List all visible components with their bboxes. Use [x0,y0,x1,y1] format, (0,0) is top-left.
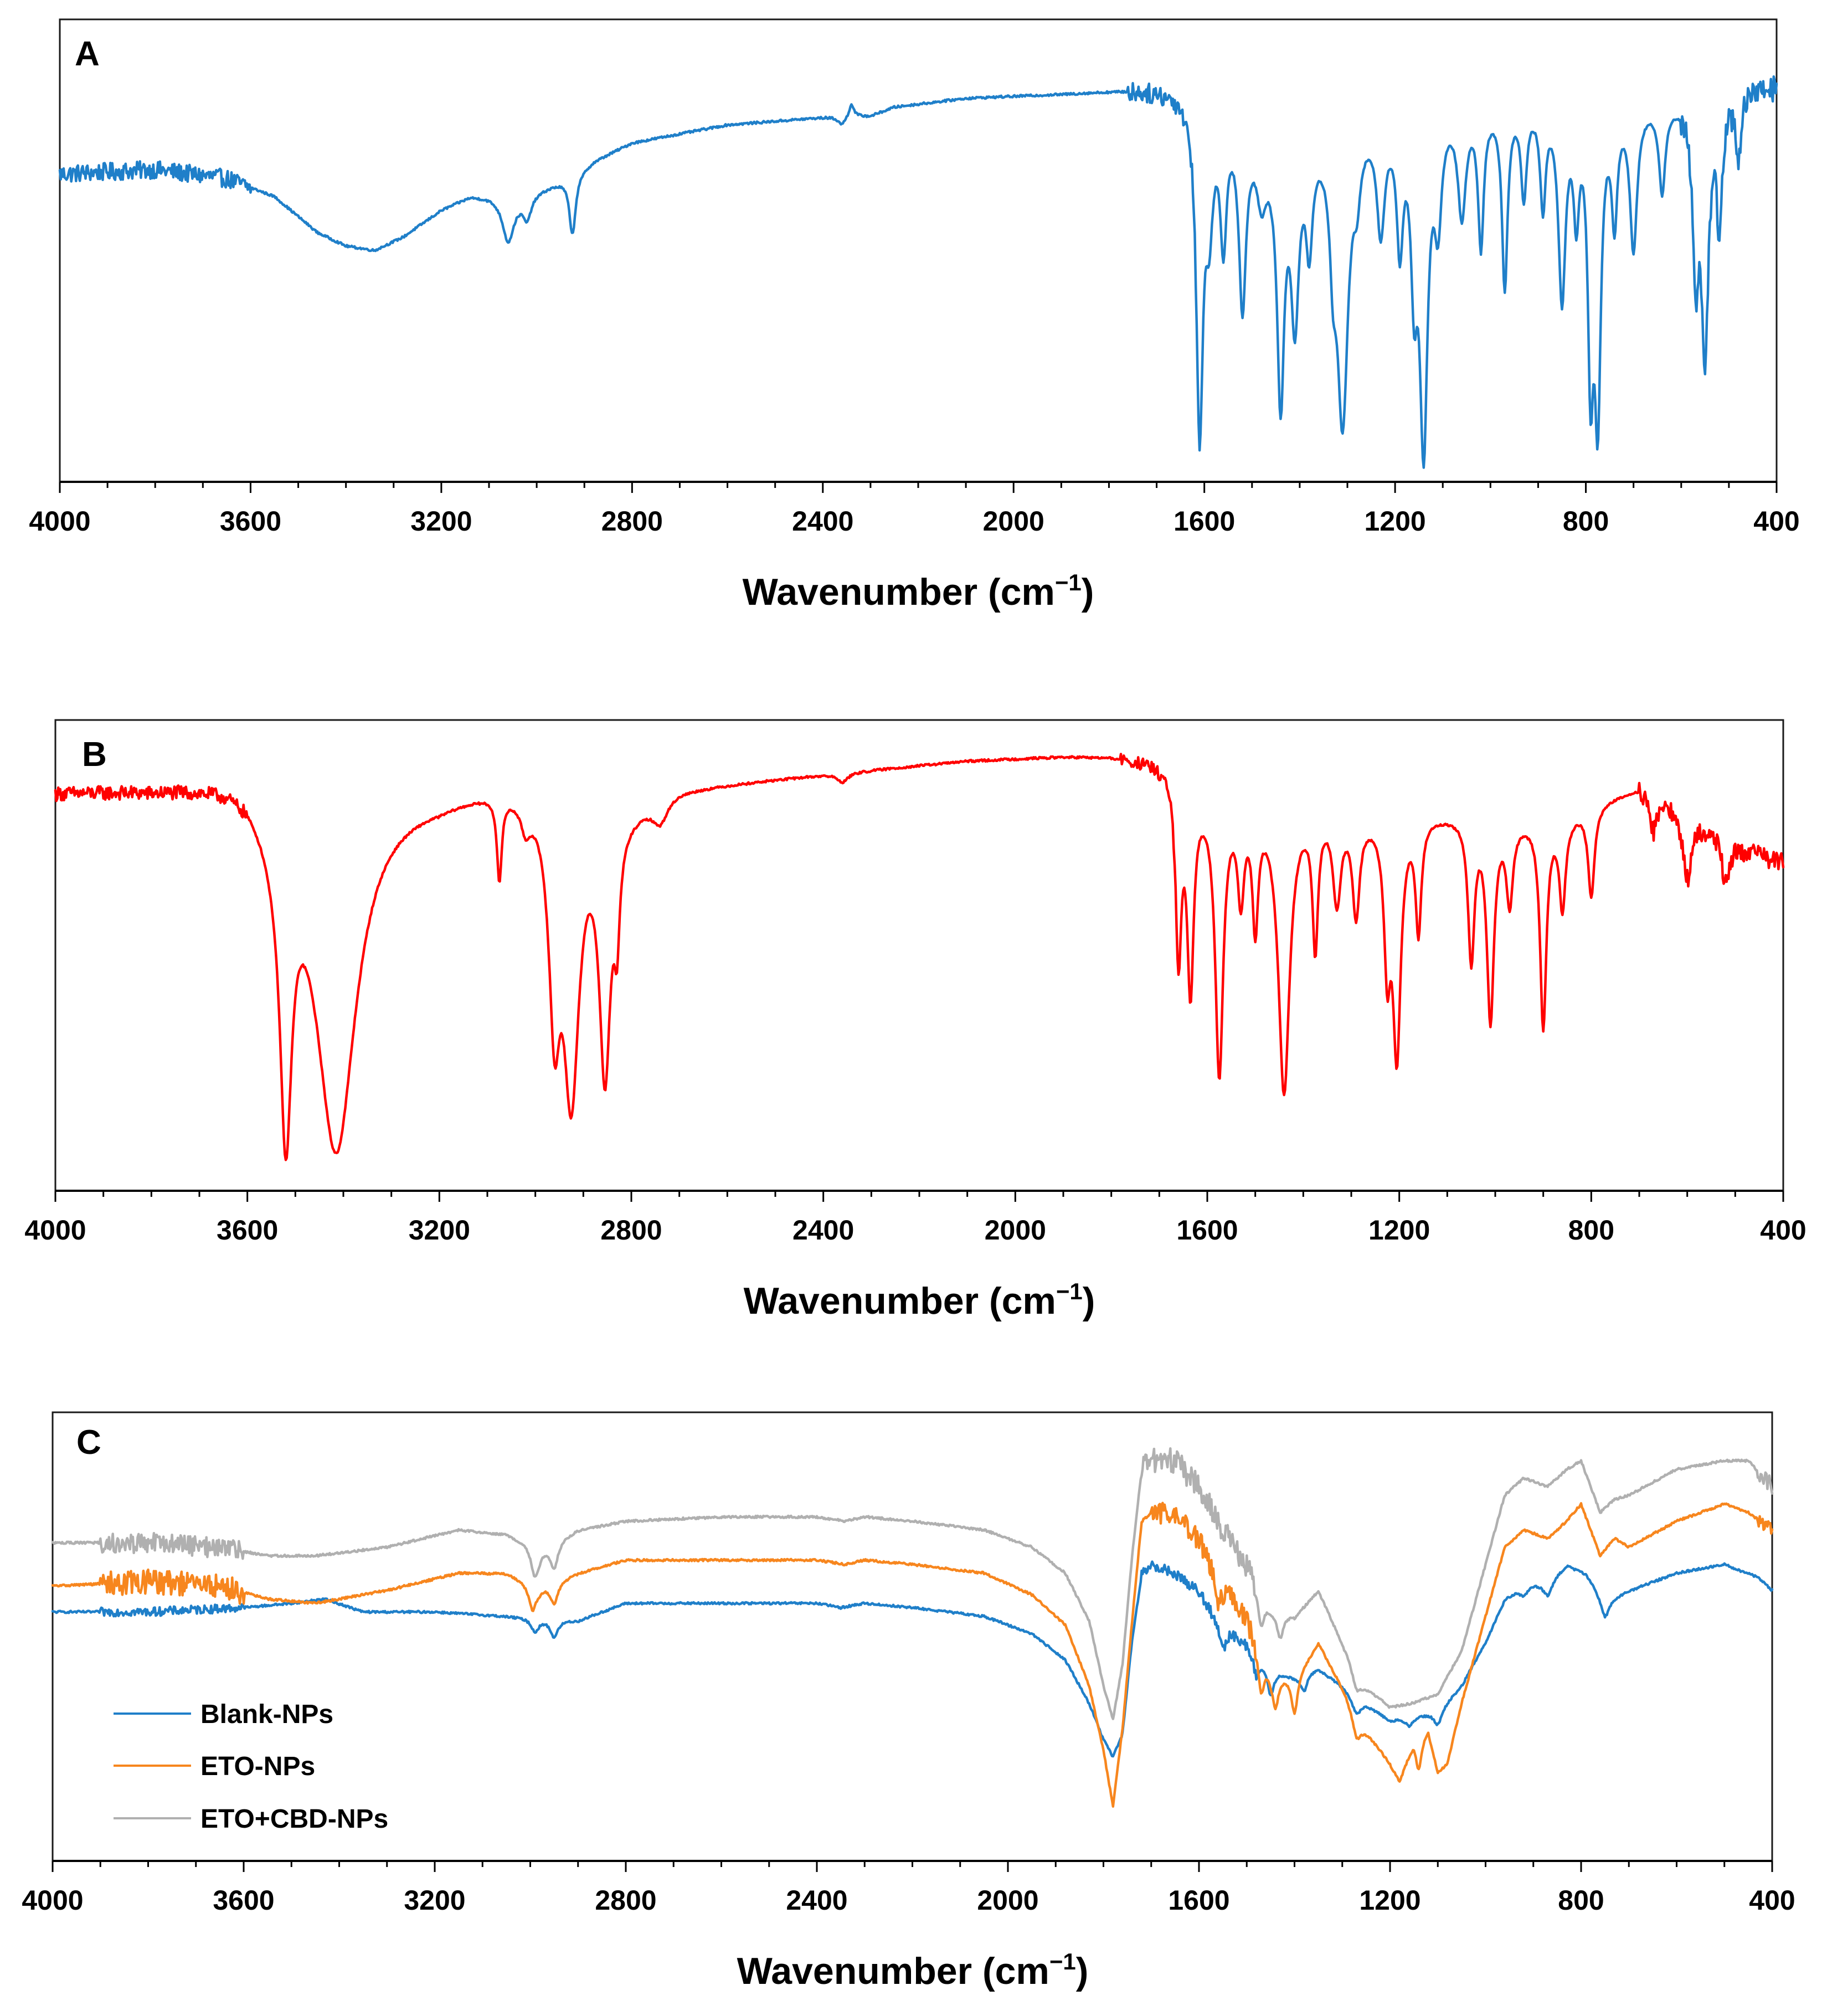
panel-c-tick-label: 3200 [404,1885,465,1916]
panel-c-series-eto-nps [51,1501,1774,1808]
panel-c-tick-label: 1200 [1359,1885,1420,1916]
panel-c-series [51,1447,1774,1808]
panel-a-tick-label: 3200 [410,506,472,537]
legend-label-eto-cbd-nps: ETO+CBD-NPs [200,1804,388,1834]
panel-c-frame [52,1411,1773,1862]
panel-a-x-ticks: 4000 3600 3200 2800 2400 2000 1600 1200 800 400 [29,482,1800,537]
panel-b-frame [54,719,1784,1192]
panel-a-series [58,75,1778,469]
panel-b-tick-label: 3200 [409,1215,470,1246]
panel-c-tick-label: 2400 [786,1885,847,1916]
panel-b-tick-label: 400 [1760,1215,1806,1246]
panel-c-tick-label: 3600 [213,1885,274,1916]
panel-b-tick-label: 1200 [1368,1215,1430,1246]
panel-b-tick-label: 3600 [217,1215,278,1246]
panel-c-legend: Blank-NPs ETO-NPs ETO+CBD-NPs [114,1700,388,1834]
panel-c-tag: C [76,1423,101,1462]
panel-a-tag: A [75,35,100,73]
panel-c-series-eto-cbd-nps [51,1447,1774,1720]
panel-c-tick-label: 1600 [1168,1885,1229,1916]
panel-a-tick-label: 2400 [792,506,853,537]
panel-c-x-ticks: 4000 3600 3200 2800 2400 2000 1600 1200 800 400 [22,1861,1795,1916]
panel-c-tick-label: 800 [1558,1885,1604,1916]
panel-a-frame [59,18,1778,483]
panel-c: C 4000 3600 3200 2800 2400 2000 1600 1200 800 400… [22,1411,1795,1992]
panel-a-series-a [58,75,1778,469]
panel-c-series-blank-nps [51,1560,1774,1758]
panel-b-tick-label: 4000 [24,1215,86,1246]
panel-b-tick-label: 2800 [600,1215,662,1246]
panel-a-tick-label: 1600 [1174,506,1235,537]
panel-a-tick-label: 400 [1753,506,1799,537]
panel-c-tick-label: 2000 [977,1885,1038,1916]
legend-label-eto-nps: ETO-NPs [200,1752,315,1781]
panel-b-tag: B [82,736,107,774]
panel-b-tick-label: 2400 [792,1215,854,1246]
panel-b-x-axis-title: Wavenumber (cm−1) [744,1278,1095,1322]
panel-c-tick-label: 400 [1749,1885,1795,1916]
panel-c-tick-label: 4000 [22,1885,83,1916]
panel-a-tick-label: 800 [1563,506,1609,537]
panel-b-tick-label: 800 [1568,1215,1614,1246]
panel-a: A 4000 3600 3200 2800 2400 2000 1600 1200 800 400… [29,18,1800,613]
panel-a-tick-label: 3600 [220,506,281,537]
panel-a-tick-label: 4000 [29,506,90,537]
legend-label-blank-nps: Blank-NPs [200,1700,333,1729]
panel-a-tick-label: 1200 [1364,506,1425,537]
panel-b-tick-label: 1600 [1176,1215,1238,1246]
panel-a-tick-label: 2800 [601,506,663,537]
panel-b: B 4000 3600 3200 2800 2400 2000 1600 1200 800 400… [24,719,1806,1322]
panel-c-x-axis-title: Wavenumber (cm−1) [737,1948,1089,1992]
panel-a-x-axis-title: Wavenumber (cm−1) [743,569,1094,613]
panel-b-tick-label: 2000 [985,1215,1046,1246]
panel-b-series [54,753,1785,1161]
panel-c-tick-label: 2800 [595,1885,656,1916]
panel-b-x-ticks: 4000 3600 3200 2800 2400 2000 1600 1200 800 400 [24,1191,1806,1246]
panel-b-series-b [54,753,1785,1161]
panel-a-tick-label: 2000 [983,506,1044,537]
